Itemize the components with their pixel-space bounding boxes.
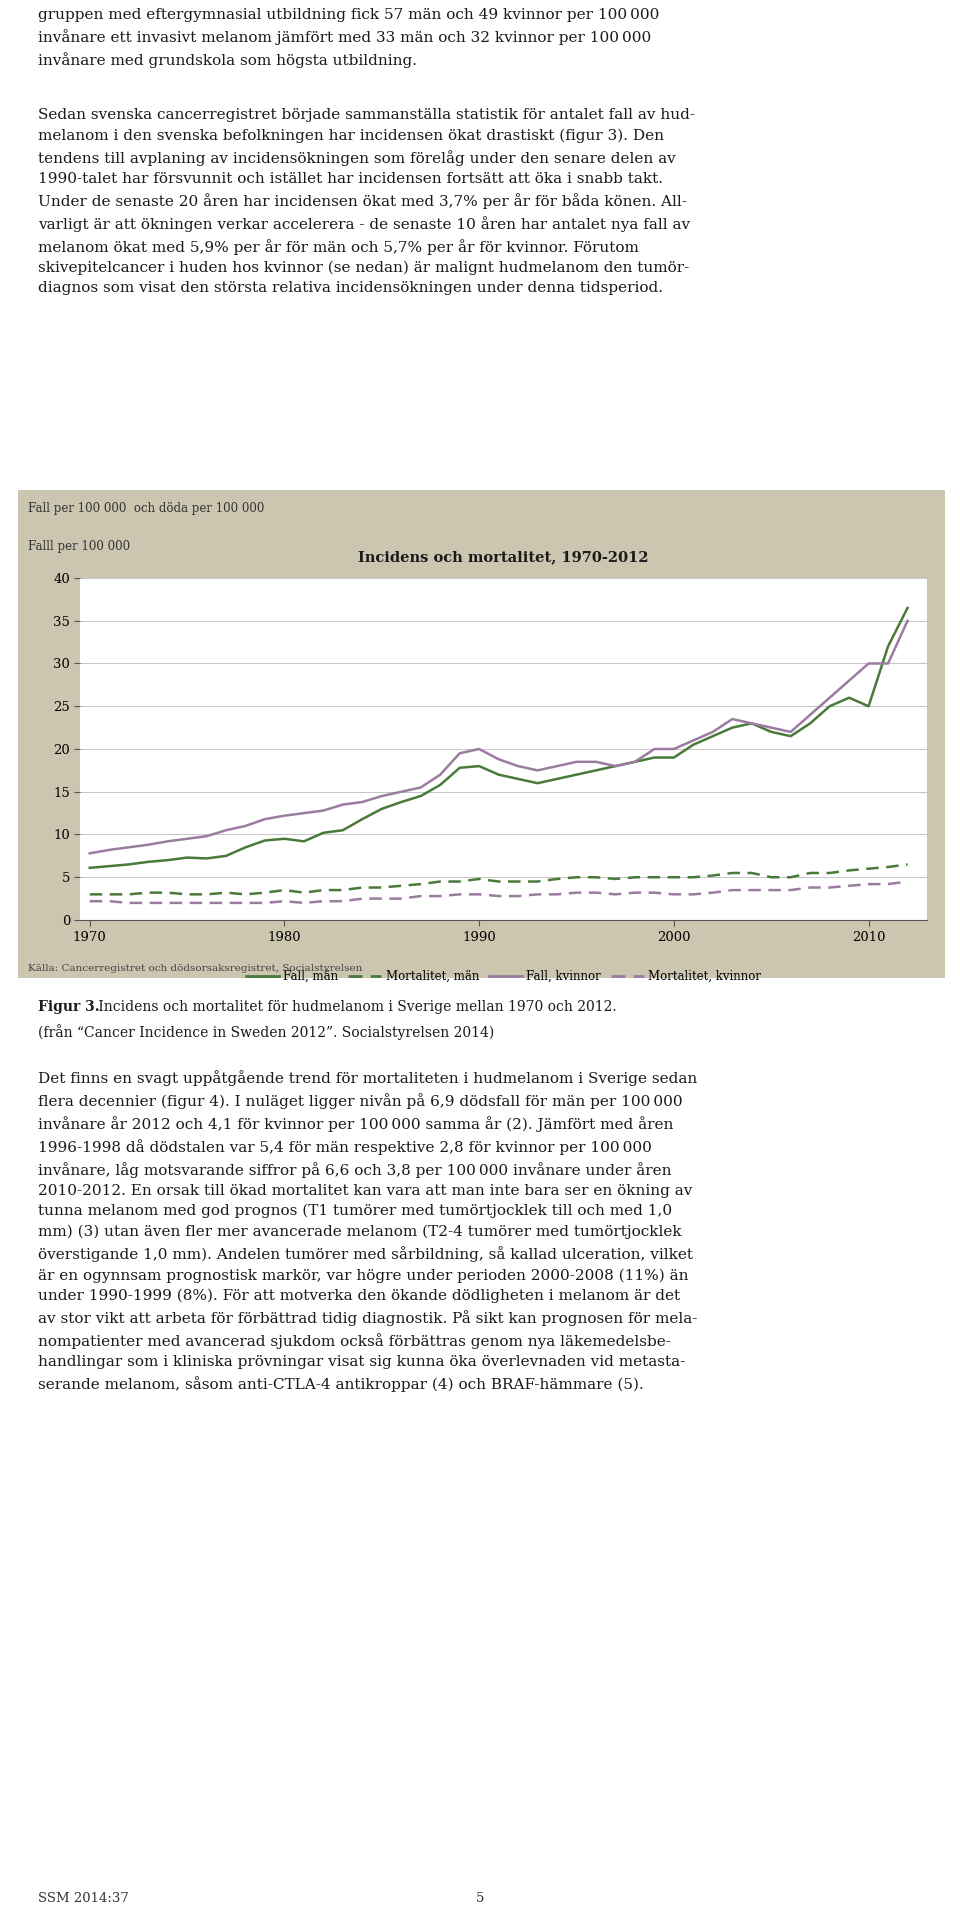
Text: Falll per 100 000: Falll per 100 000 (28, 540, 130, 553)
Text: Det finns en svagt uppåtgående trend för mortaliteten i hudmelanom i Sverige sed: Det finns en svagt uppåtgående trend för… (38, 1070, 698, 1392)
Text: gruppen med eftergymnasial utbildning fick 57 män och 49 kvinnor per 100 000
inv: gruppen med eftergymnasial utbildning fi… (38, 8, 660, 67)
Text: (från “Cancer Incidence in Sweden 2012”. Socialstyrelsen 2014): (från “Cancer Incidence in Sweden 2012”.… (38, 1024, 494, 1039)
Text: 5: 5 (476, 1891, 484, 1905)
Text: Källa: Cancerregistret och dödsorsaksregistret, Socialstyrelsen: Källa: Cancerregistret och dödsorsaksreg… (28, 964, 362, 974)
Text: Incidens och mortalitet för hudmelanom i Sverige mellan 1970 och 2012.: Incidens och mortalitet för hudmelanom i… (94, 1001, 616, 1014)
Text: SSM 2014:37: SSM 2014:37 (38, 1891, 130, 1905)
Legend: Fall, män, Mortalitet, män, Fall, kvinnor, Mortalitet, kvinnor: Fall, män, Mortalitet, män, Fall, kvinno… (241, 966, 766, 987)
Text: Sedan svenska cancerregistret började sammanställa statistik för antalet fall av: Sedan svenska cancerregistret började sa… (38, 108, 695, 295)
Text: Incidens och mortalitet, 1970-2012: Incidens och mortalitet, 1970-2012 (358, 549, 649, 565)
Text: Figur 3.: Figur 3. (38, 1001, 100, 1014)
Text: Fall per 100 000  och döda per 100 000: Fall per 100 000 och döda per 100 000 (28, 501, 264, 515)
